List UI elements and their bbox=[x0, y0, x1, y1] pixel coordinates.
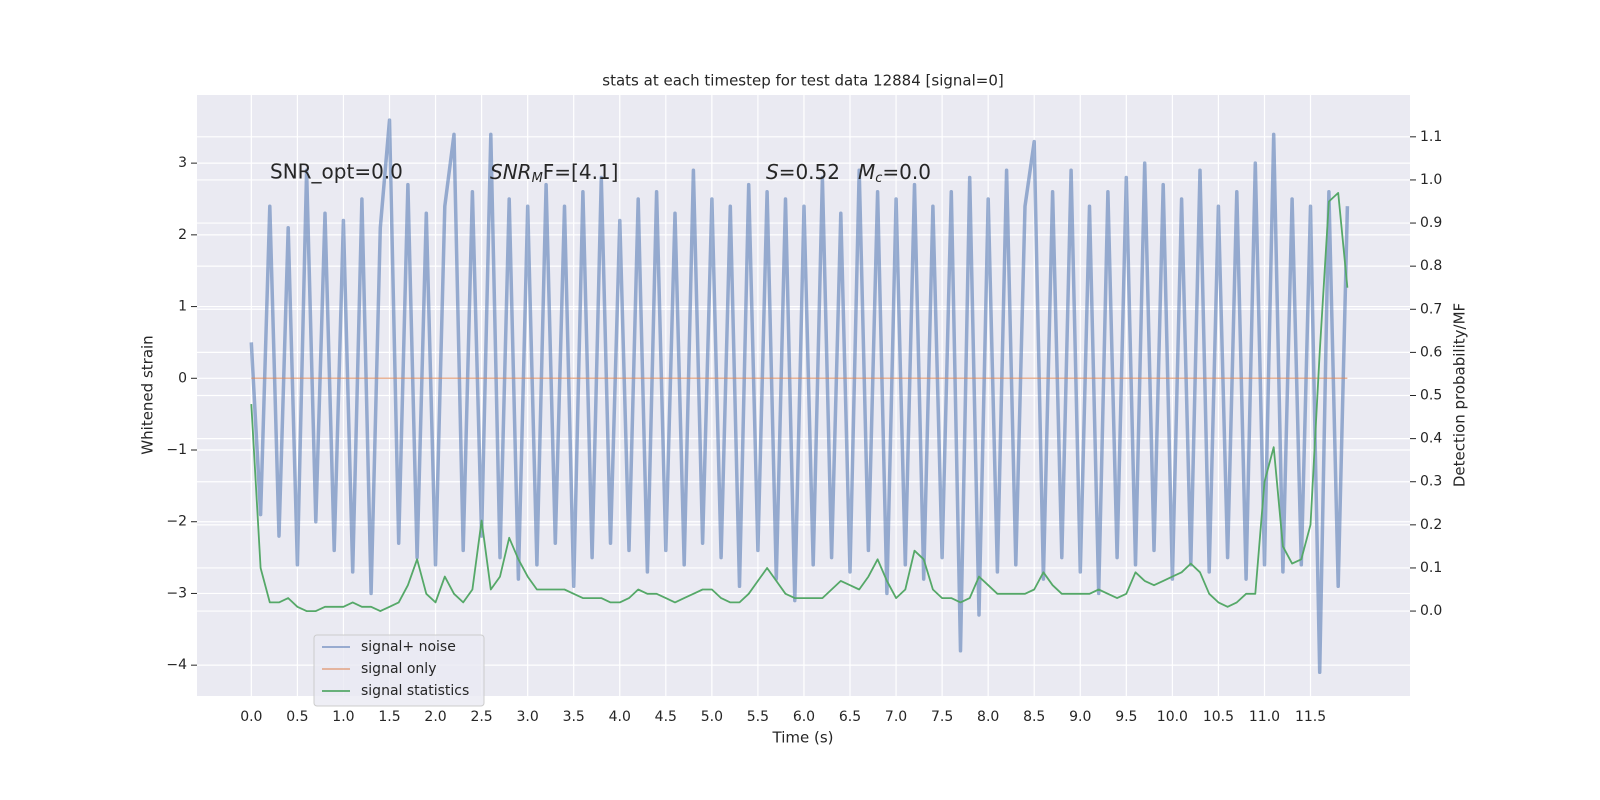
x-tick-label: 1.5 bbox=[378, 709, 400, 725]
y2-tick-label: 0.4 bbox=[1420, 431, 1442, 447]
y-tick-label: −2 bbox=[166, 514, 187, 530]
y2-tick-label: 0.1 bbox=[1420, 560, 1442, 576]
y-tick-label: −4 bbox=[166, 657, 187, 673]
annotation-italic: S bbox=[766, 160, 779, 184]
annotation-subscript: M bbox=[532, 171, 543, 186]
x-tick-label: 8.0 bbox=[977, 709, 999, 725]
y2-tick-label: 0.8 bbox=[1420, 258, 1442, 274]
y-tick-label: 0 bbox=[178, 370, 187, 386]
y2-tick-label: 0.2 bbox=[1420, 517, 1442, 533]
x-tick-label: 7.0 bbox=[885, 709, 907, 725]
x-tick-label: 3.5 bbox=[563, 709, 585, 725]
y2-axis-label: Detection probability/MF bbox=[1451, 303, 1469, 487]
x-tick-label: 4.0 bbox=[609, 709, 631, 725]
annotation-text: =0.0 bbox=[882, 160, 931, 184]
x-tick-label: 6.0 bbox=[793, 709, 815, 725]
annotation-subscript: c bbox=[875, 171, 882, 186]
series-line bbox=[250, 192, 1349, 612]
x-tick-label: 4.5 bbox=[655, 709, 677, 725]
annotation: SNR_opt=0.0 bbox=[270, 160, 403, 184]
chart-title: stats at each timestep for test data 128… bbox=[602, 72, 1003, 90]
legend-label: signal statistics bbox=[361, 683, 469, 699]
x-tick-label: 11.5 bbox=[1295, 709, 1326, 725]
x-tick-label: 9.5 bbox=[1115, 709, 1137, 725]
annotation: SNRMF=[4.1] bbox=[490, 160, 618, 186]
x-tick-label: 3.0 bbox=[517, 709, 539, 725]
annotation-text: F=[4.1] bbox=[543, 160, 619, 184]
y2-tick-label: 1.0 bbox=[1420, 172, 1442, 188]
x-tick-label: 2.5 bbox=[470, 709, 492, 725]
y2-tick-label: 0.3 bbox=[1420, 474, 1442, 490]
series-line bbox=[249, 118, 1350, 675]
x-tick-label: 1.0 bbox=[332, 709, 354, 725]
y-tick-label: 1 bbox=[178, 299, 187, 315]
legend-label: signal only bbox=[361, 661, 436, 677]
y2-tick-label: 0.6 bbox=[1420, 344, 1442, 360]
x-tick-label: 10.0 bbox=[1157, 709, 1188, 725]
y-tick-label: 3 bbox=[178, 155, 187, 171]
y-axis-label: Whitened strain bbox=[139, 335, 157, 454]
legend-box bbox=[313, 634, 485, 707]
x-tick-label: 8.5 bbox=[1023, 709, 1045, 725]
y-tick-label: −1 bbox=[166, 442, 187, 458]
x-tick-label: 7.5 bbox=[931, 709, 953, 725]
legend-label: signal+ noise bbox=[361, 639, 456, 655]
x-tick-label: 5.5 bbox=[747, 709, 769, 725]
y-tick-label: −3 bbox=[166, 585, 187, 601]
annotation-italic: M bbox=[858, 160, 875, 184]
x-axis-label: Time (s) bbox=[772, 729, 834, 747]
x-tick-label: 9.0 bbox=[1069, 709, 1091, 725]
x-tick-label: 11.0 bbox=[1249, 709, 1280, 725]
x-tick-label: 6.5 bbox=[839, 709, 861, 725]
y-tick-label: 2 bbox=[178, 227, 187, 243]
y2-tick-label: 0.9 bbox=[1420, 215, 1442, 231]
y2-tick-label: 0.0 bbox=[1420, 603, 1442, 619]
y2-tick-label: 0.7 bbox=[1420, 301, 1442, 317]
y2-tick-label: 1.1 bbox=[1420, 129, 1442, 145]
x-tick-label: 10.5 bbox=[1203, 709, 1234, 725]
x-tick-label: 2.0 bbox=[424, 709, 446, 725]
annotation-italic: SNR bbox=[490, 160, 532, 184]
annotation: S=0.52 bbox=[766, 160, 840, 184]
y2-tick-label: 0.5 bbox=[1420, 388, 1442, 404]
x-tick-label: 5.0 bbox=[701, 709, 723, 725]
annotation-text: =0.52 bbox=[779, 160, 840, 184]
annotation: Mc=0.0 bbox=[858, 160, 931, 186]
x-tick-label: 0.5 bbox=[286, 709, 308, 725]
x-tick-label: 0.0 bbox=[240, 709, 262, 725]
